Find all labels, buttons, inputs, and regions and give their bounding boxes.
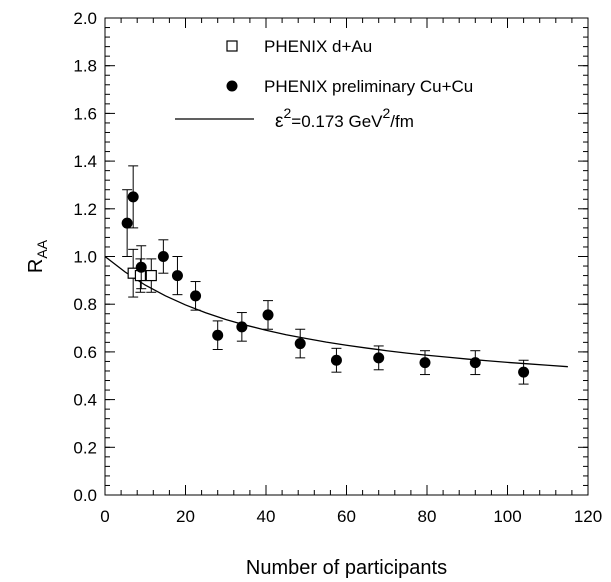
legend-curve-label-suffix: /fm bbox=[390, 112, 414, 131]
cucu-point bbox=[262, 300, 274, 330]
y-tick-label: 0.0 bbox=[73, 486, 97, 505]
x-tick-label: 40 bbox=[257, 507, 276, 526]
cucu-marker bbox=[419, 357, 431, 369]
cucu-marker bbox=[190, 290, 202, 302]
cucu-marker bbox=[127, 191, 139, 203]
y-tick-label: 1.2 bbox=[73, 200, 97, 219]
cucu-marker bbox=[262, 309, 274, 321]
cucu-point bbox=[171, 256, 183, 296]
dau-point bbox=[145, 258, 157, 293]
legend-cucu-label: PHENIX preliminary Cu+Cu bbox=[264, 77, 473, 96]
x-tick-label: 80 bbox=[418, 507, 437, 526]
cucu-marker bbox=[121, 217, 133, 229]
cucu-marker bbox=[157, 251, 169, 262]
legend-curve-label-eps: ε bbox=[275, 111, 284, 132]
cucu-point bbox=[190, 281, 202, 311]
cucu-point bbox=[212, 320, 224, 351]
y-tick-label: 1.0 bbox=[73, 248, 97, 267]
cucu-point bbox=[121, 189, 133, 257]
cucu-point bbox=[294, 328, 306, 359]
cucu-point bbox=[330, 347, 342, 373]
cucu-marker bbox=[171, 270, 183, 282]
x-axis-title: Number of participants bbox=[246, 557, 447, 579]
y-axis-title-sub: AA bbox=[34, 239, 50, 258]
y-axis-title: RAA bbox=[25, 239, 50, 273]
legend-curve-label-mid: =0.173 GeV bbox=[291, 112, 383, 131]
x-tick-label: 20 bbox=[176, 507, 195, 526]
y-tick-label: 0.4 bbox=[73, 391, 97, 410]
cucu-point bbox=[127, 165, 139, 229]
y-tick-label: 2.0 bbox=[73, 9, 97, 28]
cucu-point bbox=[157, 239, 169, 274]
y-tick-label: 0.2 bbox=[73, 438, 97, 457]
cucu-marker bbox=[135, 261, 147, 273]
curve-layer bbox=[104, 255, 568, 368]
y-axis-title-main: R bbox=[25, 259, 47, 273]
y-tick-label: 1.6 bbox=[73, 104, 97, 123]
cucu-point bbox=[373, 345, 385, 371]
dau-point bbox=[127, 248, 139, 298]
cucu-marker bbox=[469, 357, 481, 369]
legend-curve-label-sup2: 2 bbox=[383, 105, 391, 121]
model-curve bbox=[104, 255, 568, 368]
legend-cucu-marker bbox=[226, 80, 238, 92]
cucu-marker bbox=[236, 321, 248, 333]
legend-dau-label: PHENIX d+Au bbox=[264, 37, 372, 56]
cucu-marker bbox=[373, 352, 385, 364]
tick-labels: 0 20 40 60 80 100 120 0.0 0.2 0.4 0.6 0.8 1.0 1.2 1.4 1… bbox=[73, 9, 602, 526]
legend-curve-label: ε2=0.173 GeV2/fm bbox=[275, 105, 414, 132]
y-tick-label: 0.6 bbox=[73, 343, 97, 362]
cucu-marker bbox=[518, 366, 530, 378]
legend-dau-marker bbox=[226, 40, 238, 52]
cucu-marker bbox=[294, 338, 306, 350]
legend: PHENIX d+Au PHENIX preliminary Cu+Cu ε2=… bbox=[175, 37, 473, 132]
cucu-point bbox=[135, 245, 147, 290]
y-tick-label: 1.8 bbox=[73, 57, 97, 76]
y-tick-label: 1.4 bbox=[73, 152, 97, 171]
cucu-marker bbox=[212, 329, 224, 341]
cucu-point bbox=[469, 350, 481, 376]
cucu-point bbox=[518, 359, 530, 385]
dau-marker bbox=[145, 269, 157, 282]
x-tick-label: 100 bbox=[493, 507, 521, 526]
points-layer bbox=[121, 165, 530, 385]
x-tick-label: 60 bbox=[337, 507, 356, 526]
cucu-marker bbox=[330, 354, 342, 366]
legend-curve-label-sup1: 2 bbox=[283, 105, 291, 121]
x-tick-label: 120 bbox=[574, 507, 602, 526]
cucu-point bbox=[236, 312, 248, 342]
x-tick-label: 0 bbox=[100, 507, 109, 526]
cucu-point bbox=[419, 350, 431, 376]
y-tick-label: 0.8 bbox=[73, 295, 97, 314]
